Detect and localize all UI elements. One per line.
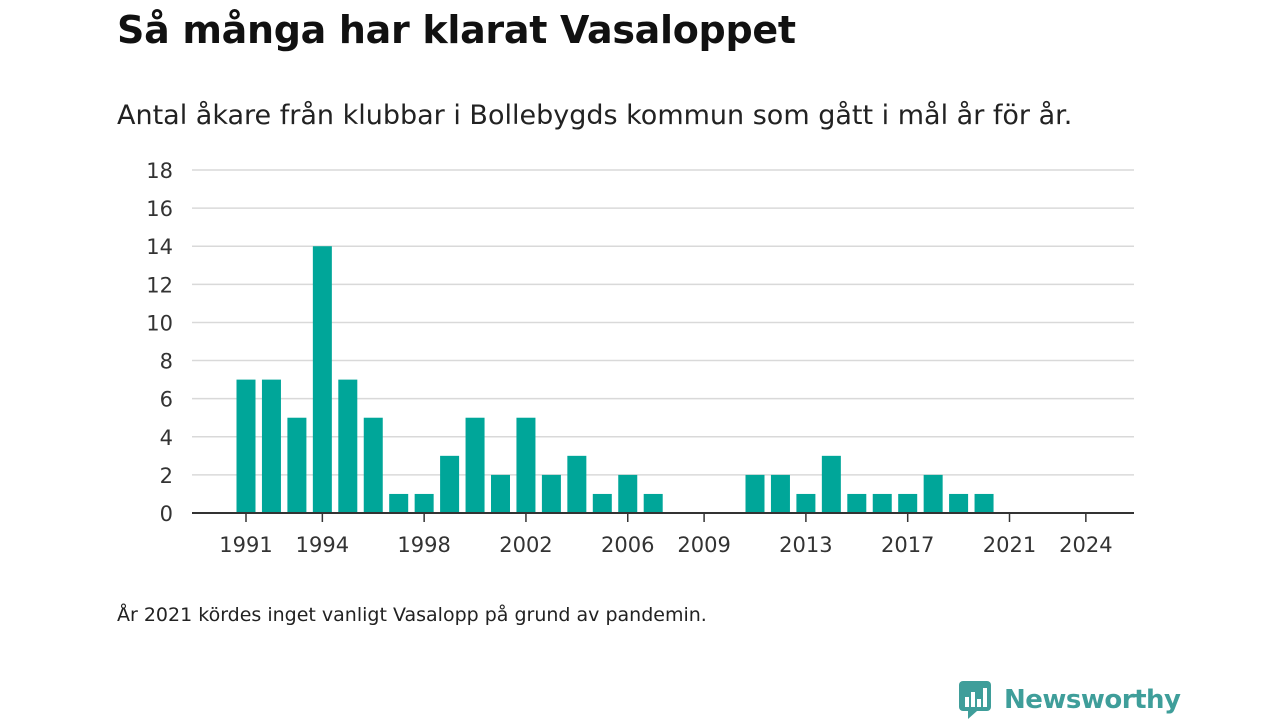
bar[interactable] [236, 379, 256, 513]
y-tick-label: 10 [146, 311, 173, 335]
bar[interactable] [974, 493, 994, 513]
x-tick-label: 2021 [983, 533, 1036, 557]
bar[interactable] [618, 474, 638, 513]
bar[interactable] [491, 474, 510, 513]
bar[interactable] [440, 455, 460, 513]
bar[interactable] [363, 417, 383, 513]
bar[interactable] [847, 493, 867, 513]
bar[interactable] [643, 493, 663, 513]
bar[interactable] [541, 474, 561, 513]
x-tick-label: 2013 [779, 533, 832, 557]
x-tick-label: 2024 [1059, 533, 1112, 557]
bar[interactable] [898, 493, 918, 513]
chart-title: Så många har klarat Vasaloppet [117, 8, 796, 52]
x-tick-label: 2006 [601, 533, 654, 557]
bar[interactable] [872, 493, 892, 513]
bar[interactable] [465, 417, 485, 513]
bar[interactable] [516, 417, 536, 513]
x-tick-label: 2002 [499, 533, 552, 557]
bar[interactable] [567, 455, 587, 513]
y-tick-label: 4 [160, 426, 173, 450]
newsworthy-logo-icon [959, 681, 991, 719]
bar[interactable] [949, 493, 969, 513]
x-tick-label: 1994 [296, 533, 349, 557]
bar[interactable] [414, 493, 434, 513]
gridlines [192, 169, 1134, 476]
x-axis-ticks: 1991 1994 1998 2002 2006 2009 2013 2017 2021 2024 [219, 513, 1113, 557]
bar-chart: 0 2 4 6 8 10 12 14 16 18 1991 1994 1998 2002 2006 2009… [146, 159, 1134, 557]
y-tick-label: 0 [160, 502, 173, 526]
bar[interactable] [821, 455, 841, 513]
y-tick-label: 2 [160, 464, 173, 488]
bar[interactable] [923, 474, 943, 513]
x-tick-label: 2017 [881, 533, 934, 557]
x-tick-label: 1998 [397, 533, 450, 557]
x-tick-label: 2009 [677, 533, 730, 557]
chart-subtitle: Antal åkare från klubbar i Bollebygds ko… [117, 100, 1073, 131]
y-tick-label: 14 [146, 235, 173, 259]
y-tick-label: 12 [146, 273, 173, 297]
bar[interactable] [796, 493, 816, 513]
bar[interactable] [261, 379, 281, 513]
brand-name: Newsworthy [1004, 685, 1181, 715]
bar[interactable] [287, 417, 307, 513]
y-tick-label: 18 [146, 159, 173, 183]
bars [236, 246, 994, 513]
y-tick-label: 8 [160, 350, 173, 374]
bar[interactable] [312, 246, 332, 513]
bar[interactable] [770, 474, 790, 513]
x-tick-label: 1991 [219, 533, 272, 557]
brand-logo[interactable]: Newsworthy [958, 680, 1181, 720]
y-tick-label: 6 [160, 388, 173, 412]
footnote: År 2021 kördes inget vanligt Vasalopp på… [117, 604, 707, 626]
y-axis-ticks: 0 2 4 6 8 10 12 14 16 18 [146, 159, 173, 526]
y-tick-label: 16 [146, 197, 173, 221]
bar[interactable] [592, 493, 612, 513]
bar[interactable] [338, 379, 358, 513]
bar[interactable] [745, 474, 765, 513]
bar[interactable] [389, 493, 409, 513]
